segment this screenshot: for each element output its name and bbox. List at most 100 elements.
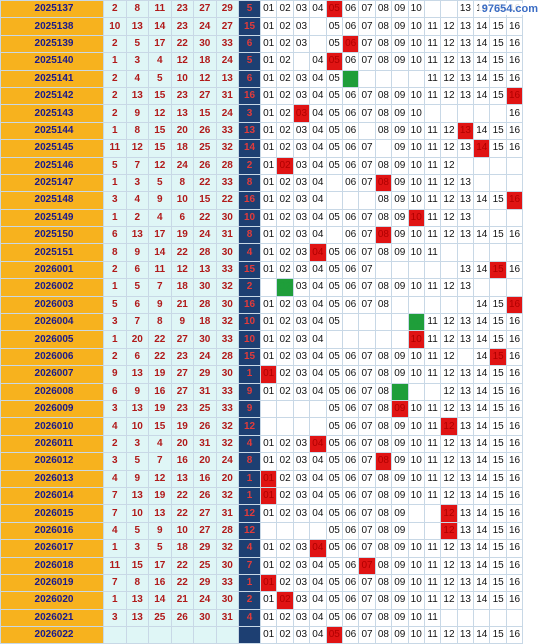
red-ball: 20 <box>193 452 217 471</box>
blue-number-cell: 13 <box>456 278 475 297</box>
red-ball: 24 <box>193 17 217 36</box>
blue-number-cell: 10 <box>407 556 425 575</box>
red-ball: 5 <box>125 278 149 297</box>
blank-cell: 10 <box>407 295 425 315</box>
red-ball: 26 <box>170 608 194 628</box>
blue-number-cell: 15 <box>489 539 507 558</box>
blank-cell: 14 <box>473 208 491 228</box>
red-ball: 25 <box>193 556 217 575</box>
blank-cell: 01 <box>259 399 278 419</box>
blank-cell: 11 <box>423 104 442 123</box>
blue-number-cell: 06 <box>341 86 360 106</box>
blue-number-cell: 08 <box>374 0 393 19</box>
blue-number-cell: 09 <box>391 347 409 367</box>
red-ball: 3 <box>103 399 127 419</box>
blue-number-cell: 08 <box>374 556 393 575</box>
red-ball <box>193 626 217 644</box>
red-ball: 5 <box>125 521 149 541</box>
blue-number-cell: 14 <box>473 539 491 558</box>
blue-number-cell: 10 <box>407 173 425 193</box>
blue-number-cell: 08 <box>374 278 393 297</box>
blue-number-cell: 08 <box>374 486 393 506</box>
blank-cell: 16 <box>505 156 524 175</box>
blue-number-cell: 15 <box>489 556 507 575</box>
blue-number-cell: 10 <box>407 191 425 210</box>
red-ball: 27 <box>193 521 217 541</box>
blue-number-cell: 07 <box>358 17 376 36</box>
blue-number-cell: 03 <box>292 17 311 36</box>
blue-number-cell: 05 <box>325 139 343 158</box>
blue-number-cell: 10 <box>407 434 425 454</box>
blue-number-cell: 12 <box>440 330 458 349</box>
blue-number-cell: 06 <box>341 121 360 141</box>
blue-ball: 12 <box>238 521 261 541</box>
blue-number-cell: 14 <box>473 17 491 36</box>
red-ball: 17 <box>148 34 172 54</box>
blue-number-cell: 03 <box>292 539 311 558</box>
blue-number-cell: 02 <box>276 330 294 349</box>
draw-row: 2025143291213152430102030405060708091011… <box>0 104 524 123</box>
blue-number-cell: 01 <box>259 591 278 610</box>
blue-ball: 1 <box>238 365 261 384</box>
blue-number-cell: 04 <box>309 556 327 575</box>
blue-marker-cell: 10 <box>407 313 425 332</box>
blue-number-cell: 05 <box>325 156 343 175</box>
blue-ball: 1 <box>238 486 261 506</box>
blue-number-cell: 16 <box>505 347 524 367</box>
issue-number: 2025143 <box>0 104 104 123</box>
blue-number-cell: 07 <box>358 539 376 558</box>
red-ball: 12 <box>148 469 172 488</box>
red-ball: 2 <box>103 69 127 88</box>
blue-number-cell: 14 <box>473 521 491 541</box>
issue-number: 2025150 <box>0 226 104 245</box>
blue-number-cell: 06 <box>341 452 360 471</box>
blue-number-cell: 04 <box>309 86 327 106</box>
blank-cell: 11 <box>423 504 442 523</box>
red-ball: 1 <box>103 173 127 193</box>
red-ball: 9 <box>125 243 149 262</box>
red-ball: 24 <box>215 452 239 471</box>
issue-number: 2025137 <box>0 0 104 19</box>
blue-number-cell: 12 <box>440 365 458 384</box>
blue-number-cell: 08 <box>374 208 393 228</box>
blue-ball: 9 <box>238 399 261 419</box>
blue-hit-cell: 07 <box>358 556 376 575</box>
blank-cell: 14 <box>473 104 491 123</box>
blue-number-cell: 12 <box>440 573 458 593</box>
blue-hit-cell: 10 <box>407 208 425 228</box>
blue-number-cell: 16 <box>505 504 524 523</box>
blue-number-cell: 12 <box>440 626 458 644</box>
issue-number: 2026008 <box>0 382 104 401</box>
blue-number-cell: 12 <box>440 139 458 158</box>
blue-ball: 15 <box>238 17 261 36</box>
red-ball: 33 <box>215 173 239 193</box>
red-ball: 30 <box>193 330 217 349</box>
blue-number-cell: 02 <box>276 69 294 88</box>
red-ball: 33 <box>215 34 239 54</box>
red-ball: 12 <box>193 69 217 88</box>
blue-number-cell: 01 <box>259 434 278 454</box>
red-ball: 27 <box>193 86 217 106</box>
red-ball: 25 <box>193 139 217 158</box>
blue-number-cell: 06 <box>341 556 360 575</box>
red-ball: 6 <box>125 295 149 315</box>
blue-number-cell: 06 <box>341 52 360 71</box>
blue-number-cell: 12 <box>440 156 458 175</box>
blue-number-cell: 14 <box>473 365 491 384</box>
blue-number-cell: 07 <box>358 295 376 315</box>
blue-number-cell: 01 <box>259 626 278 644</box>
blue-hit-cell: 08 <box>374 452 393 471</box>
blue-number-cell: 08 <box>374 86 393 106</box>
blue-number-cell: 10 <box>407 573 425 593</box>
blank-cell: 15 <box>489 173 507 193</box>
red-ball: 3 <box>103 191 127 210</box>
blue-number-cell: 09 <box>391 626 409 644</box>
red-ball: 22 <box>148 347 172 367</box>
blue-number-cell: 15 <box>489 17 507 36</box>
blue-number-cell: 01 <box>259 86 278 106</box>
issue-number: 2025149 <box>0 208 104 228</box>
issue-number: 2026009 <box>0 399 104 419</box>
blue-number-cell: 08 <box>374 608 393 628</box>
blue-number-cell: 07 <box>358 208 376 228</box>
blue-number-cell: 14 <box>473 452 491 471</box>
